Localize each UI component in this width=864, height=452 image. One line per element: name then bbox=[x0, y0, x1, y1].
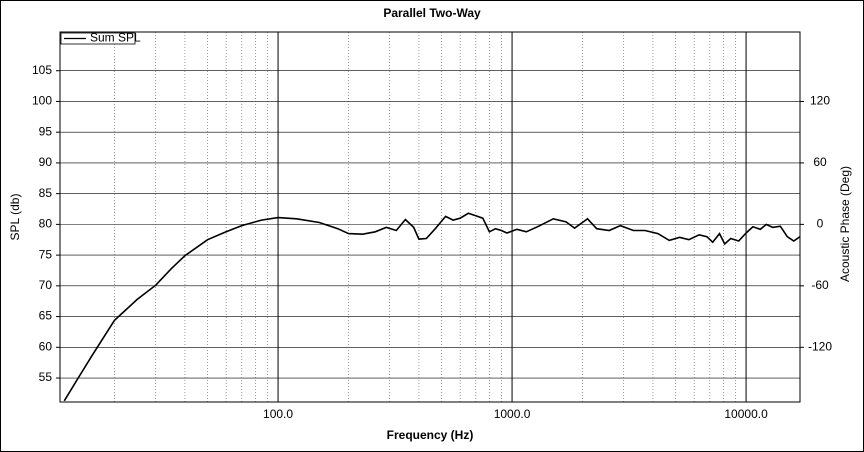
y2-tick-label: -60 bbox=[811, 278, 829, 292]
plot-border bbox=[59, 31, 801, 403]
y-tick-label: 65 bbox=[39, 309, 53, 323]
y-tick-label: 55 bbox=[39, 370, 53, 384]
x-tick-label: 100.0 bbox=[263, 407, 293, 421]
x-tick-label: 10000.0 bbox=[724, 407, 768, 421]
y2-tick-label: 120 bbox=[810, 94, 830, 108]
legend: Sum SPL bbox=[60, 31, 141, 45]
legend-label: Sum SPL bbox=[90, 31, 141, 45]
y2-tick-label: -120 bbox=[808, 339, 832, 353]
y-tick-label: 75 bbox=[39, 247, 53, 261]
y-tick-label: 80 bbox=[39, 217, 53, 231]
x-axis-title: Frequency (Hz) bbox=[387, 428, 474, 442]
y-tick-label: 100 bbox=[32, 94, 52, 108]
x-tick-label: 1000.0 bbox=[494, 407, 531, 421]
y-tick-label: 95 bbox=[39, 124, 53, 138]
grid bbox=[56, 31, 804, 403]
y-tick-label: 105 bbox=[32, 63, 52, 77]
plot bbox=[63, 212, 800, 402]
y-tick-label: 85 bbox=[39, 186, 53, 200]
y2-axis-title: Acoustic Phase (Deg) bbox=[838, 166, 852, 282]
data-line bbox=[63, 212, 800, 402]
y-tick-label: 60 bbox=[39, 339, 53, 353]
y2-tick-label: 0 bbox=[817, 217, 824, 231]
y-tick-label: 70 bbox=[39, 278, 53, 292]
chart-title: Parallel Two-Way bbox=[383, 6, 481, 20]
legend-box bbox=[60, 32, 136, 45]
y-tick-label: 90 bbox=[39, 155, 53, 169]
y2-tick-label: 60 bbox=[813, 155, 827, 169]
y-axis-title: SPL (db) bbox=[8, 194, 22, 241]
